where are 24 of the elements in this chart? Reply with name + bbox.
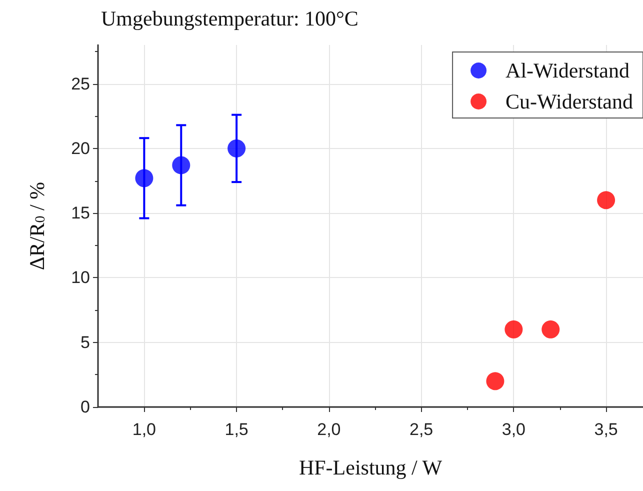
- y-tick-label: 25: [71, 74, 90, 94]
- chart-title: Umgebungstemperatur: 100°C: [101, 6, 358, 30]
- x-tick-label: 1,5: [224, 420, 248, 439]
- y-tick-label: 15: [71, 204, 90, 223]
- point: [597, 191, 616, 210]
- y-tick-label: 20: [71, 138, 90, 158]
- x-axis-title: HF-Leistung / W: [298, 456, 442, 480]
- y-tick-label: 0: [80, 398, 90, 416]
- x-tick-label: 2,5: [409, 420, 434, 439]
- y-tick-label: 10: [71, 268, 90, 288]
- point: [542, 320, 560, 338]
- point: [486, 372, 504, 390]
- legend-label: Al-Widerstand: [506, 58, 630, 82]
- point: [135, 169, 154, 188]
- x-tick-label: 1,0: [132, 420, 156, 439]
- y-tick-label: 5: [80, 332, 90, 352]
- x-tick-label: 2,0: [317, 420, 341, 439]
- legend-label: Cu-Widerstand: [506, 90, 634, 114]
- y-axis-title: ΔR/R0 / %: [25, 182, 49, 270]
- x-tick-label: 3,0: [502, 420, 526, 439]
- point: [504, 320, 523, 338]
- point: [172, 156, 190, 174]
- x-tick-label: 3,5: [594, 420, 618, 439]
- point: [228, 139, 246, 158]
